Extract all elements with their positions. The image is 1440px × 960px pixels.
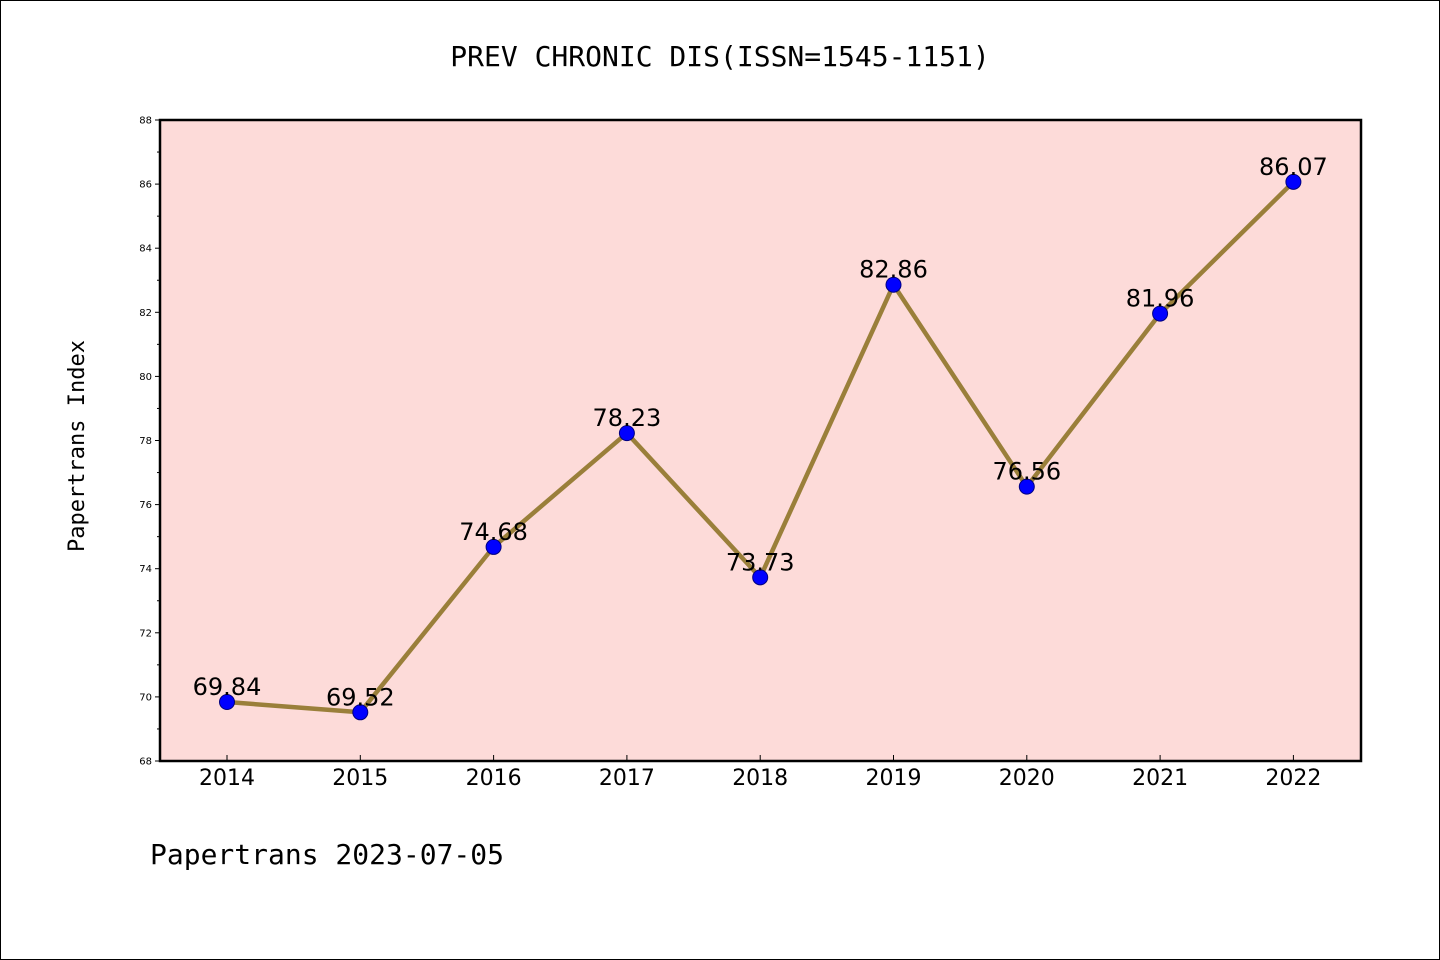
y-tick-label: 88 [139, 116, 152, 127]
data-point [618, 425, 635, 442]
y-tick-label: 80 [139, 372, 152, 383]
y-tick-label: 82 [139, 308, 152, 319]
data-point [1152, 305, 1169, 322]
data-point [885, 276, 902, 293]
x-tick-label: 2021 [1132, 766, 1188, 791]
x-axis: 2014 2015 2016 2017 2018 2019 2020 2021 2022 [199, 755, 1321, 791]
data-labels-layer: 69.84 69.52 74.68 78.23 73.73 82.86 76.56 81.96… [193, 153, 1328, 711]
y-tick-label: 70 [139, 692, 152, 703]
plot-border [158, 118, 1363, 763]
markers-layer [219, 173, 1302, 721]
x-tick-label: 2020 [999, 766, 1055, 791]
y-tick-label: 74 [139, 564, 152, 575]
x-tick-label: 2018 [732, 766, 788, 791]
data-point [752, 569, 769, 586]
data-label: 78.23 [593, 404, 662, 432]
data-label: 81.96 [1126, 285, 1195, 313]
data-point [485, 538, 502, 555]
y-tick-label: 68 [139, 757, 152, 768]
y-tick-label: 86 [139, 180, 152, 191]
data-label: 74.68 [459, 518, 528, 546]
y-tick-label: 76 [139, 500, 152, 511]
y-tick-label: 78 [139, 436, 152, 447]
x-tick-label: 2019 [866, 766, 922, 791]
data-label: 82.86 [859, 256, 928, 284]
x-tick-label: 2017 [599, 766, 655, 791]
plot-area [160, 120, 1361, 761]
data-point [219, 694, 235, 711]
y-axis-label: Papertrans Index [65, 340, 90, 552]
data-point [352, 704, 369, 721]
x-tick-label: 2014 [199, 766, 255, 791]
data-point [1018, 478, 1035, 495]
data-label: 69.84 [193, 673, 262, 701]
footer-caption: Papertrans 2023-07-05 [150, 838, 504, 871]
data-point [1285, 173, 1302, 190]
data-label: 73.73 [726, 548, 795, 576]
data-label: 76.56 [992, 458, 1061, 486]
y-axis: 68 70 72 74 76 78 80 82 84 86 88 [139, 116, 160, 768]
x-tick-label: 2016 [466, 766, 522, 791]
x-tick-label: 2022 [1265, 766, 1321, 791]
data-label: 69.52 [326, 683, 395, 711]
data-label: 86.07 [1259, 153, 1328, 181]
chart-title: PREV CHRONIC DIS(ISSN=1545-1151) [450, 40, 989, 73]
x-tick-label: 2015 [332, 766, 388, 791]
y-tick-label: 72 [139, 628, 152, 639]
y-tick-label: 84 [139, 244, 152, 255]
